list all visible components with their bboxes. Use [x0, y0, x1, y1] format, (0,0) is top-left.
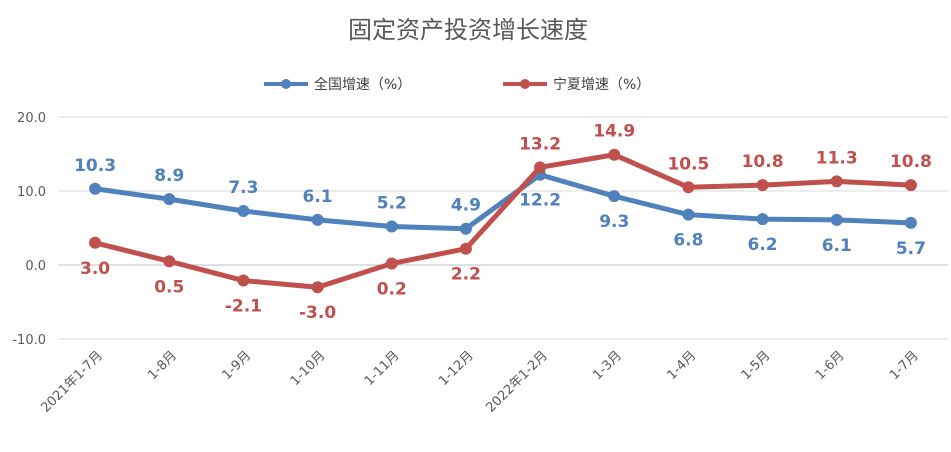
data-label-ningxia: -3.0 — [299, 303, 336, 323]
data-labels: 10.3 8.9 7.3 6.1 5.2 4.9 12.2 9.3 6.8 6.2 6.1 5.7 3.… — [74, 122, 932, 323]
y-tick-label: 0.0 — [25, 259, 46, 274]
data-label-national: 5.2 — [377, 194, 407, 214]
y-tick-label: 10.0 — [17, 185, 46, 200]
data-label-ningxia: 13.2 — [519, 134, 561, 154]
y-axis-ticks: -10.0 0.0 10.0 20.0 — [12, 111, 46, 348]
data-point-national — [237, 204, 250, 217]
data-label-ningxia: 11.3 — [816, 148, 858, 168]
data-point-ningxia — [904, 179, 917, 192]
data-label-ningxia: 3.0 — [80, 259, 110, 279]
legend-label-ningxia: 宁夏增速（%） — [553, 76, 650, 93]
data-label-ningxia: 0.2 — [377, 280, 407, 300]
data-label-national: 7.3 — [228, 178, 258, 198]
data-point-ningxia — [756, 179, 769, 192]
x-tick-label: 1-10月 — [288, 348, 329, 389]
x-axis-ticks: 2021年1-7月 1-8月 1-9月 1-10月 1-11月 1-12月 2022年1-2… — [39, 348, 922, 415]
data-label-national: 8.9 — [154, 166, 184, 186]
data-label-ningxia: 10.5 — [667, 154, 709, 174]
data-label-national: 12.2 — [519, 191, 561, 211]
chart-title: 固定资产投资增长速度 — [348, 16, 588, 44]
x-tick-label: 1-8月 — [145, 348, 180, 383]
x-tick-label: 1-9月 — [219, 348, 254, 383]
gridlines — [58, 116, 948, 340]
data-point-national — [756, 213, 769, 226]
legend-item-national: 全国增速（%） — [264, 76, 411, 93]
data-point-national — [608, 190, 621, 203]
data-label-ningxia: 0.5 — [154, 277, 184, 297]
series — [89, 148, 917, 294]
legend-label-national: 全国增速（%） — [314, 76, 411, 93]
x-tick-label: 1-11月 — [362, 348, 403, 389]
data-point-ningxia — [163, 255, 176, 268]
data-point-ningxia — [385, 257, 398, 270]
data-label-national: 5.7 — [896, 239, 926, 259]
data-point-ningxia — [311, 281, 324, 294]
data-label-ningxia: 2.2 — [451, 265, 481, 285]
data-label-ningxia: 10.8 — [742, 152, 784, 172]
data-label-national: 6.1 — [303, 187, 333, 207]
x-tick-label: 2022年1-2月 — [484, 348, 551, 415]
data-point-national — [830, 213, 843, 226]
data-point-ningxia — [830, 175, 843, 188]
x-tick-label: 1-12月 — [436, 348, 477, 389]
data-label-national: 6.8 — [673, 231, 703, 251]
series-line-ningxia — [92, 152, 914, 290]
x-tick-label: 2021年1-7月 — [39, 348, 106, 415]
data-label-national: 9.3 — [599, 212, 629, 232]
y-tick-label: 20.0 — [17, 111, 46, 126]
data-point-ningxia — [534, 161, 547, 174]
data-label-national: 6.2 — [748, 235, 778, 255]
y-tick-label: -10.0 — [12, 333, 46, 348]
x-tick-label: 1-7月 — [887, 348, 922, 383]
data-point-national — [163, 193, 176, 206]
legend-item-ningxia: 宁夏增速（%） — [503, 76, 650, 93]
data-point-national — [682, 208, 695, 221]
x-tick-label: 1-6月 — [813, 348, 848, 383]
data-point-ningxia — [237, 274, 250, 287]
x-tick-label: 1-5月 — [739, 348, 774, 383]
data-label-national: 4.9 — [451, 196, 481, 216]
legend-marker-national — [281, 79, 291, 89]
data-point-national — [385, 220, 398, 233]
data-label-ningxia: 10.8 — [890, 152, 932, 172]
x-tick-label: 1-3月 — [590, 348, 625, 383]
data-label-national: 10.3 — [74, 156, 116, 176]
x-tick-label: 1-4月 — [664, 348, 699, 383]
data-point-national — [311, 213, 324, 226]
data-point-ningxia — [459, 242, 472, 255]
data-point-ningxia — [608, 148, 621, 161]
data-point-national — [459, 222, 472, 235]
data-label-ningxia: 14.9 — [593, 122, 635, 142]
legend-marker-ningxia — [520, 79, 530, 89]
data-label-national: 6.1 — [822, 236, 852, 256]
legend: 全国增速（%） 宁夏增速（%） — [264, 76, 650, 93]
data-point-national — [904, 216, 917, 229]
series-line-national — [92, 172, 914, 232]
data-point-ningxia — [89, 236, 102, 249]
data-point-national — [89, 182, 102, 195]
data-point-ningxia — [682, 181, 695, 194]
data-label-ningxia: -2.1 — [225, 297, 262, 317]
